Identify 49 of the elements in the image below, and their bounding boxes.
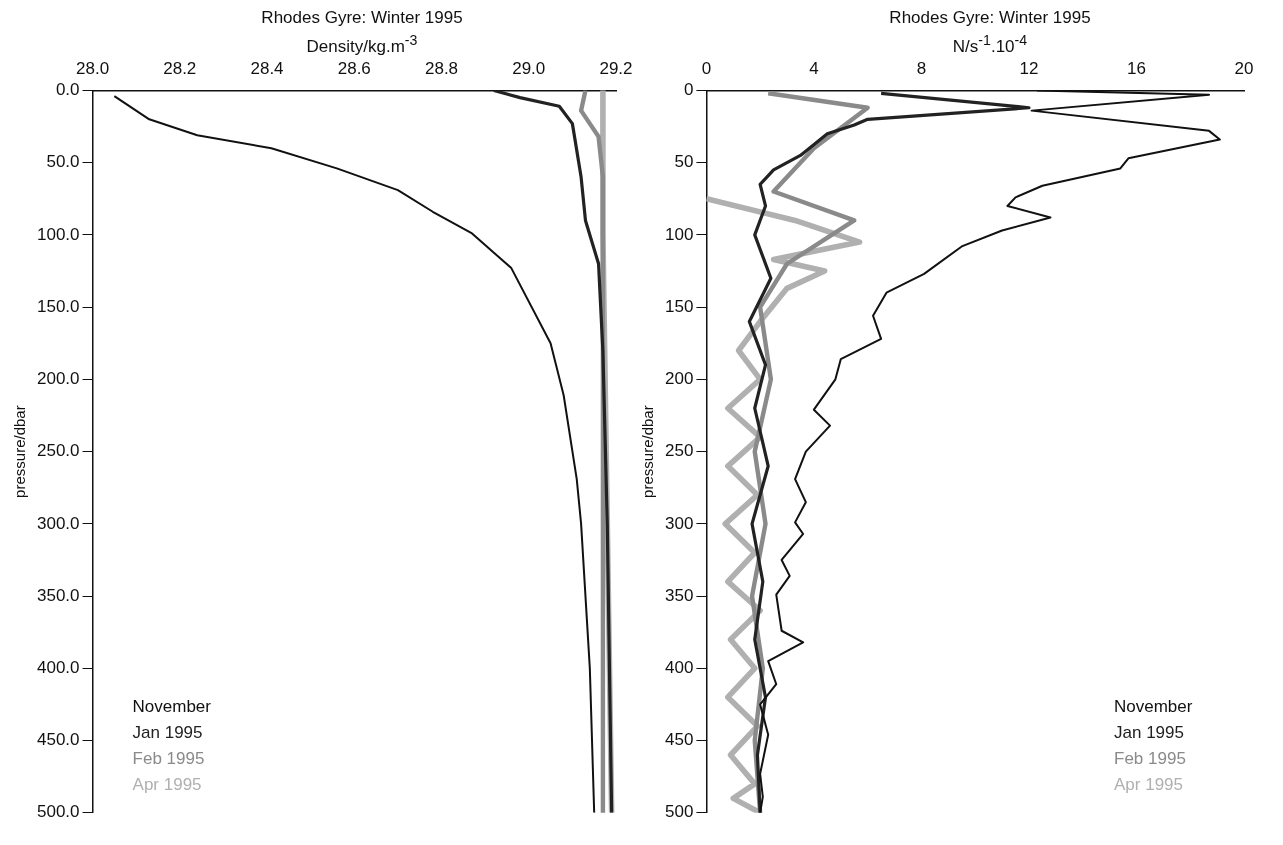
x-tick-label: 20 xyxy=(1234,58,1254,78)
y-tick-label: 200.0 xyxy=(36,369,80,389)
x-tick-label: 4 xyxy=(809,58,819,78)
y-tick-label: 200 xyxy=(664,369,694,389)
y-tick-label: 250 xyxy=(664,441,694,461)
text: Jan 1995 xyxy=(132,722,203,742)
y-tick-label: 50.0 xyxy=(46,152,80,172)
x-tick-label: 28.4 xyxy=(250,58,284,78)
y-tick-label: 100 xyxy=(664,224,694,244)
y-axis-title: pressure/dbar xyxy=(11,405,29,498)
x-tick-label: 29.0 xyxy=(512,58,546,78)
y-tick-label: 0 xyxy=(683,80,694,100)
x-tick-label: 0 xyxy=(701,58,712,78)
x-tick-label: 8 xyxy=(916,58,927,78)
text: Feb 1995 xyxy=(132,748,205,768)
y-tick-label: 250.0 xyxy=(36,441,80,461)
y-tick-label: 450 xyxy=(664,730,694,750)
y-tick-label: 300.0 xyxy=(36,513,80,533)
x-axis-title: N/s$^{-1}$.10$^{-4}$ xyxy=(951,32,1029,56)
y-tick-label: 300 xyxy=(664,513,694,533)
y-tick-label: 450.0 xyxy=(36,730,80,750)
text: November xyxy=(1114,696,1193,716)
chart-title: Rhodes Gyre: Winter 1995 xyxy=(260,8,464,29)
y-tick-label: 500.0 xyxy=(36,802,80,822)
y-tick-label: 350.0 xyxy=(36,585,80,605)
y-tick-label: 150 xyxy=(664,296,694,316)
y-tick-label: 400.0 xyxy=(36,658,80,678)
y-tick-label: 500 xyxy=(664,802,694,822)
y-tick-label: 0.0 xyxy=(55,80,80,100)
x-tick-label: 16 xyxy=(1127,58,1146,78)
x-tick-label: 28.0 xyxy=(75,58,110,78)
chart-title: Rhodes Gyre: Winter 1995 xyxy=(888,8,1092,29)
y-tick-label: 150.0 xyxy=(36,296,80,316)
x-tick-label: 28.2 xyxy=(163,58,197,78)
y-tick-label: 100.0 xyxy=(36,224,80,244)
text: Apr 1995 xyxy=(1114,774,1183,794)
y-tick-label: 400 xyxy=(664,658,694,678)
x-tick-label: 29.2 xyxy=(599,58,633,78)
x-tick-label: 28.6 xyxy=(337,58,371,78)
x-axis-title: Density/kg.m$^{-3}$ xyxy=(305,32,419,56)
text: November xyxy=(132,696,212,716)
text: Jan 1995 xyxy=(1114,722,1184,742)
text: Feb 1995 xyxy=(1114,748,1186,768)
x-tick-label: 28.8 xyxy=(424,58,459,78)
y-tick-label: 350 xyxy=(664,585,694,605)
text: Apr 1995 xyxy=(132,774,202,794)
y-axis-title: pressure/dbar xyxy=(639,405,657,498)
y-tick-label: 50 xyxy=(674,152,694,172)
x-tick-label: 12 xyxy=(1019,58,1039,78)
